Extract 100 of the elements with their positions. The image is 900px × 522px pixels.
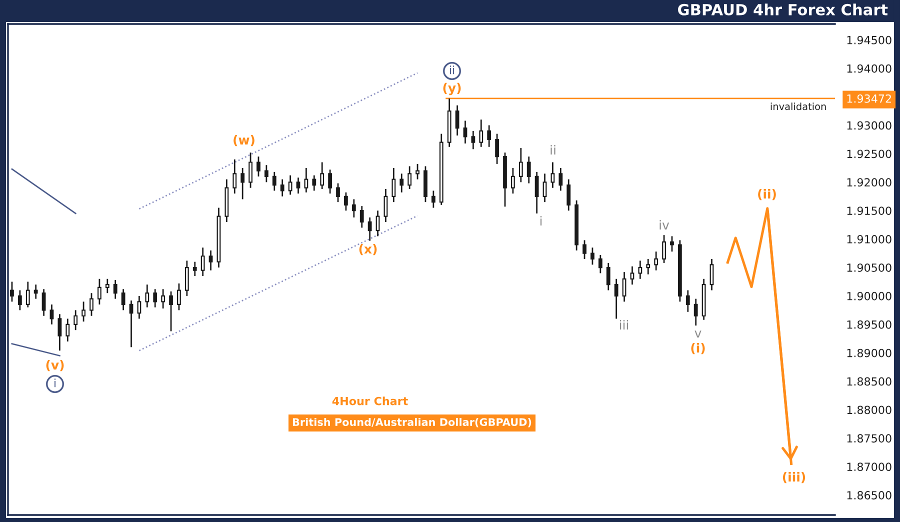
candlestick	[392, 167, 396, 203]
candlestick	[638, 260, 642, 280]
annotation: (y)	[443, 82, 461, 96]
candlestick	[654, 250, 658, 272]
candlestick	[566, 178, 571, 212]
candlestick	[232, 158, 237, 194]
candlestick	[630, 266, 634, 286]
candlestick	[320, 162, 324, 190]
candlestick	[360, 205, 364, 228]
candlestick	[710, 258, 714, 291]
annotation: (i)	[691, 342, 705, 354]
candlestick	[272, 171, 276, 192]
annotation: i	[54, 378, 56, 388]
candlestick	[121, 288, 126, 311]
candlestick	[42, 288, 46, 317]
candlestick	[344, 192, 348, 212]
y-tick-label: 1.86500	[847, 491, 892, 500]
candlestick	[526, 156, 531, 184]
candlestick	[34, 284, 38, 300]
annotation: (w)	[234, 134, 254, 146]
candlestick	[622, 271, 626, 302]
y-tick-label: 1.88500	[847, 377, 892, 386]
candlestick	[606, 262, 610, 291]
annotation: (ii)	[758, 188, 776, 200]
candlestick	[400, 172, 404, 194]
candlestick	[416, 163, 420, 180]
candlestick	[161, 288, 166, 310]
candlestick	[686, 290, 690, 313]
candlestick	[58, 313, 62, 352]
candlestick	[248, 152, 252, 189]
candlestick	[479, 118, 484, 148]
candlestick	[256, 156, 260, 178]
candlestick	[368, 216, 372, 242]
candlestick	[296, 176, 300, 194]
candlestick	[463, 120, 468, 144]
candlestick	[312, 174, 316, 192]
candlestick	[534, 171, 539, 214]
candlestick	[550, 162, 555, 189]
candlestick	[98, 278, 102, 306]
candlestick	[66, 318, 70, 342]
y-tick-label: 1.87500	[847, 434, 892, 443]
candlestick	[558, 167, 563, 192]
candlestick	[495, 133, 499, 165]
candlestick	[137, 295, 142, 320]
y-tick-label: 1.92500	[847, 150, 892, 158]
candlestick	[408, 166, 412, 190]
y-tick-label: 1.94500	[847, 36, 892, 44]
y-tick-label: 1.89500	[847, 320, 892, 329]
candlestick	[50, 304, 54, 326]
candlestick	[487, 124, 492, 148]
y-tick-label: 1.92000	[847, 178, 892, 187]
candlestick	[694, 298, 698, 326]
annotation: iii	[620, 320, 628, 330]
candlestick	[670, 236, 674, 252]
candlestick	[646, 258, 650, 276]
candlestick	[288, 174, 292, 196]
annotation: v	[694, 330, 702, 338]
candlestick	[82, 300, 86, 322]
candlestick	[90, 292, 94, 317]
annotation: British Pound/Australian Dollar(GBPAUD)	[292, 418, 532, 428]
y-tick-label: 1.93000	[847, 121, 892, 130]
candlestick	[105, 278, 110, 294]
candlestick	[376, 210, 380, 237]
candlestick	[74, 309, 78, 331]
annotation: i	[540, 216, 542, 226]
chart-title: GBPAUD 4hr Forex Chart	[678, 4, 888, 16]
y-tick-label: 1.90500	[847, 263, 892, 272]
candlestick	[662, 234, 666, 264]
candlestick	[18, 290, 22, 311]
y-tick-label: 1.93472	[847, 94, 891, 103]
candlestick	[511, 167, 515, 194]
y-tick-label: 1.91500	[847, 206, 892, 215]
candlestick	[10, 281, 14, 302]
candlestick	[264, 164, 268, 183]
annotation: ii	[550, 144, 556, 154]
candlestick	[280, 178, 284, 198]
candlestick	[352, 198, 356, 218]
candlestick	[598, 254, 602, 274]
candlestick	[455, 104, 460, 136]
candlestick	[614, 278, 618, 320]
candlestick	[169, 290, 173, 332]
candlestick	[26, 281, 30, 308]
candlestick	[129, 300, 134, 348]
annotation: iv	[660, 220, 670, 230]
candlestick	[240, 167, 245, 200]
candlestick	[208, 250, 213, 272]
ref-line-label: invalidation	[770, 102, 826, 110]
annotation: 4Hour Chart	[332, 396, 408, 406]
y-tick-label: 1.90000	[847, 292, 892, 300]
candlestick	[471, 130, 476, 150]
annotation: (x)	[359, 244, 377, 256]
candlestick	[590, 246, 594, 266]
y-tick-label: 1.91000	[847, 235, 892, 244]
annotation: ii	[450, 66, 454, 74]
y-tick-label: 1.88000	[847, 406, 892, 414]
candlestick	[542, 172, 547, 203]
candlestick	[336, 182, 340, 203]
candlestick	[184, 260, 189, 297]
candlestick	[192, 261, 197, 277]
y-tick-label: 1.89000	[847, 348, 892, 358]
